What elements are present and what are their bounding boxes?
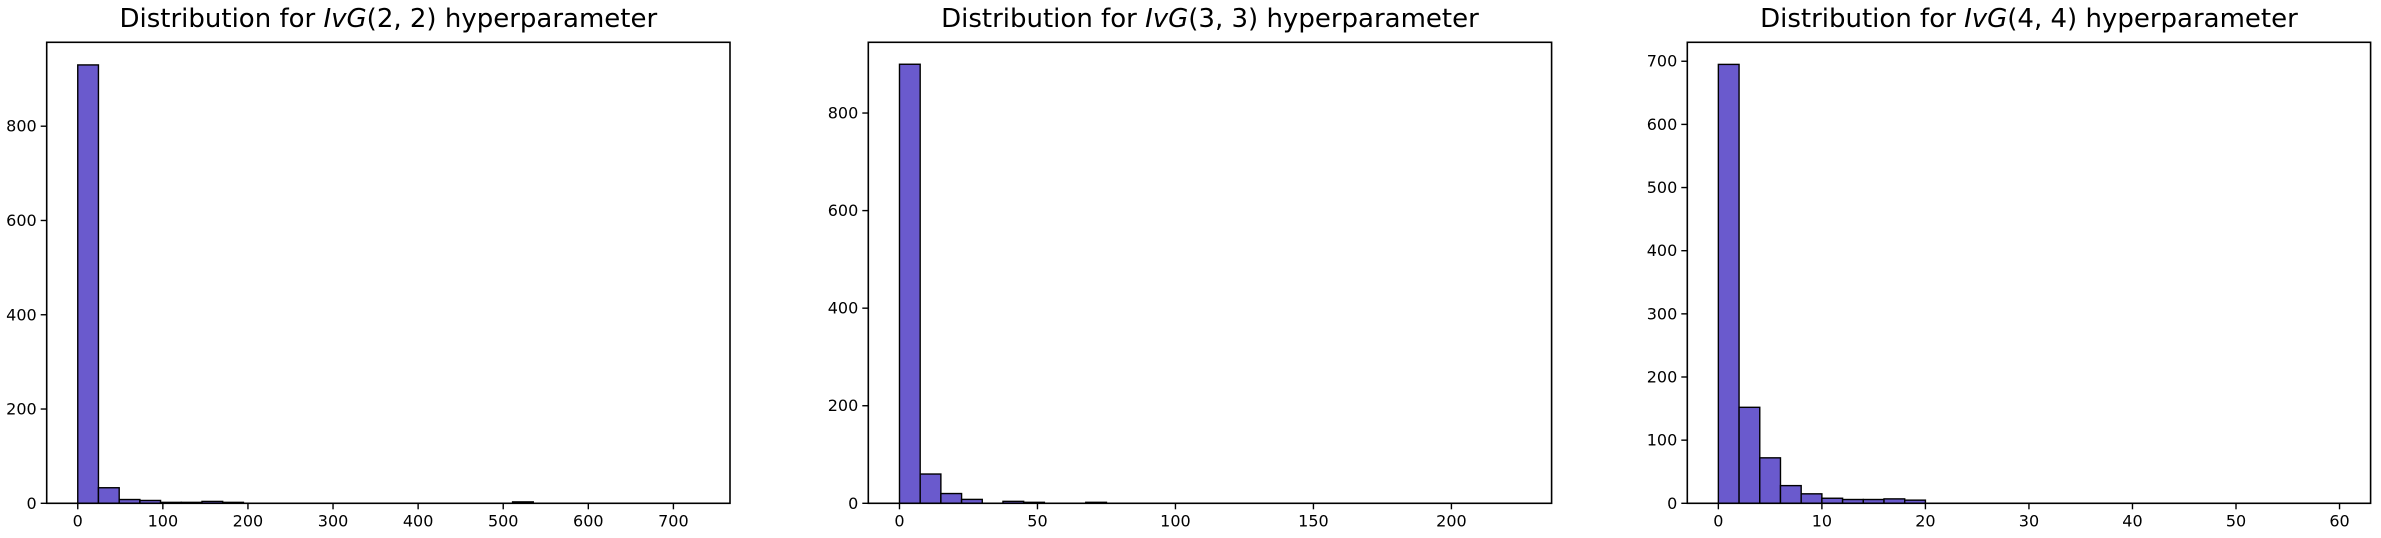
plot-background	[46, 42, 730, 504]
histogram-panel-ivg22: Distribution for IvG(2, 2) hyperparamete…	[0, 0, 794, 538]
y-tick-label: 700	[1647, 52, 1678, 71]
histogram-plot: 0 50 100 150 200 0 200 400 600 800	[828, 41, 1553, 530]
chart-title-text: Distribution for	[941, 4, 1146, 34]
axes-frame	[45, 41, 731, 505]
x-tick-label: 50	[1027, 511, 1047, 530]
x-tick-label: 30	[2019, 511, 2039, 530]
chart-title: Distribution for IvG(3, 3) hyperparamete…	[868, 2, 1551, 36]
chart-title: Distribution for IvG(4, 4) hyperparamete…	[1687, 2, 2370, 36]
y-tick-label: 800	[6, 117, 37, 136]
y-tick-label: 400	[1647, 241, 1678, 260]
histogram-bar	[77, 64, 100, 505]
x-tick-label: 100	[1160, 511, 1191, 530]
x-tick-label: 500	[488, 511, 519, 530]
chart-title-suffix: hyperparameter	[2077, 4, 2298, 34]
histogram-panel-ivg44: Distribution for IvG(4, 4) hyperparamete…	[1588, 0, 2381, 538]
chart-title-math: IvG	[1964, 4, 2008, 34]
plot-background	[1687, 42, 2371, 504]
x-tick-label: 0	[73, 511, 83, 530]
y-tick-label: 0	[1667, 494, 1677, 513]
x-tick-label: 600	[573, 511, 604, 530]
axes-frame	[867, 41, 1553, 505]
x-tick-label: 300	[318, 511, 349, 530]
y-tick-label: 600	[6, 211, 37, 230]
y-tick-label: 800	[828, 104, 859, 123]
chart-title-suffix: hyperparameter	[1258, 4, 1479, 34]
chart-title-text: Distribution for	[119, 4, 324, 34]
chart-title: Distribution for IvG(2, 2) hyperparamete…	[47, 2, 730, 36]
histogram-bar	[940, 492, 963, 505]
histogram-bar	[1717, 63, 1740, 504]
histogram-bar	[97, 487, 120, 504]
y-tick-label: 300	[1647, 304, 1678, 323]
histogram-bar	[919, 473, 942, 504]
x-tick-label: 40	[2122, 511, 2142, 530]
y-tick-label: 600	[1647, 115, 1678, 134]
x-tick-label: 150	[1298, 511, 1329, 530]
x-tick-label: 700	[658, 511, 689, 530]
plot-background	[868, 42, 1552, 504]
chart-title-text: Distribution for	[1760, 4, 1965, 34]
chart-title-args: (2, 2)	[366, 4, 437, 34]
histogram-bar	[1738, 406, 1761, 505]
x-tick-label: 50	[2226, 511, 2246, 530]
chart-title-suffix: hyperparameter	[436, 4, 658, 34]
histogram-plot: 0 100 200 300 400 500 600 700 0 200 400 600 800	[6, 41, 731, 530]
y-tick-label: 0	[848, 494, 858, 513]
chart-title-args: (3, 3)	[1188, 4, 1259, 34]
y-tick-label: 200	[6, 400, 37, 419]
x-tick-label: 0	[894, 511, 904, 530]
y-tick-label: 600	[828, 201, 859, 220]
histogram-panel-ivg33: Distribution for IvG(3, 3) hyperparamete…	[794, 0, 1588, 538]
x-tick-label: 0	[1713, 511, 1723, 530]
histogram-bar	[1800, 493, 1823, 504]
x-tick-label: 400	[403, 511, 434, 530]
histogram-bar	[1759, 457, 1782, 505]
x-tick-label: 10	[1812, 511, 1832, 530]
y-tick-label: 0	[27, 494, 37, 513]
y-tick-label: 500	[1647, 178, 1678, 197]
y-tick-label: 100	[1647, 431, 1678, 450]
x-tick-label: 200	[1436, 511, 1467, 530]
x-tick-label: 60	[2329, 511, 2349, 530]
chart-title-math: IvG	[323, 4, 367, 34]
x-tick-label: 200	[233, 511, 264, 530]
x-tick-label: 20	[1915, 511, 1935, 530]
y-tick-label: 200	[1647, 367, 1678, 386]
chart-title-math: IvG	[1145, 4, 1189, 34]
y-tick-label: 400	[828, 299, 859, 318]
histogram-bar	[898, 63, 921, 504]
y-tick-label: 200	[828, 396, 859, 415]
y-tick-label: 400	[6, 305, 37, 324]
chart-title-args: (4, 4)	[2007, 4, 2078, 34]
x-tick-label: 100	[148, 511, 179, 530]
histogram-bar	[1779, 484, 1802, 504]
